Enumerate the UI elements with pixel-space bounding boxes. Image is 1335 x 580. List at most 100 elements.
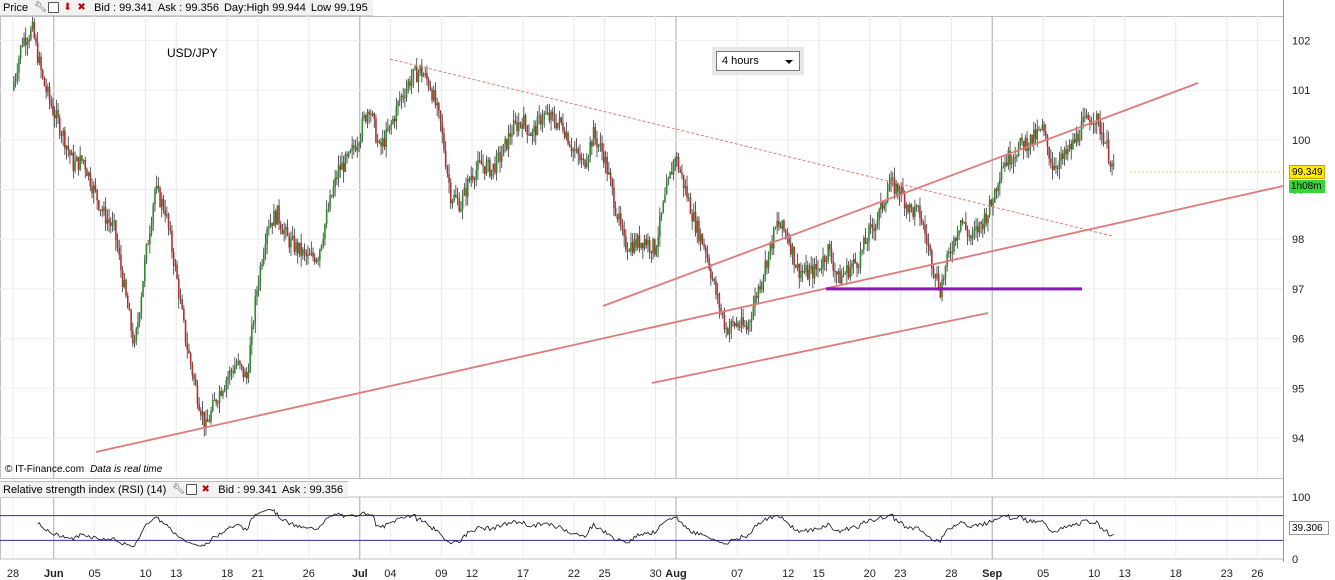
candle-body xyxy=(1048,147,1050,159)
candle-body xyxy=(410,79,413,87)
x-tick-label: 22 xyxy=(568,568,580,580)
window-icon[interactable] xyxy=(186,484,198,495)
candle-body xyxy=(898,191,901,195)
candle-body xyxy=(859,251,862,268)
candle-body xyxy=(460,208,462,212)
candle-body xyxy=(703,244,705,248)
window-icon[interactable] xyxy=(48,2,60,13)
candle-body xyxy=(310,252,313,255)
candle-body xyxy=(1012,157,1015,163)
candle-body xyxy=(553,115,556,124)
candle-body xyxy=(574,149,576,151)
wrench-icon[interactable]: 🔧︎ xyxy=(34,2,47,13)
candle-body xyxy=(988,199,991,216)
candle-body xyxy=(57,109,59,118)
bid-value: Bid : 99.341 xyxy=(94,1,153,14)
y-tick-label: 95 xyxy=(1292,383,1304,395)
candle-body xyxy=(630,242,632,252)
candle-body xyxy=(521,124,523,129)
timeframe-select[interactable]: 4 hours xyxy=(716,51,800,71)
candle-body xyxy=(791,246,794,255)
candle-body xyxy=(60,135,63,137)
panel-title: Price xyxy=(3,1,29,14)
candle-body xyxy=(329,195,331,210)
credit-line: © IT-Finance.com Data is real time xyxy=(5,464,162,475)
candle-body xyxy=(914,206,916,217)
candle-body xyxy=(220,391,223,396)
candle-body xyxy=(45,86,47,92)
candle-body xyxy=(519,122,522,125)
close-icon[interactable]: ✖︎ xyxy=(77,2,86,13)
x-tick-label: 10 xyxy=(1088,568,1100,580)
candle-body xyxy=(715,280,717,295)
candle-body xyxy=(999,179,1001,185)
download-icon[interactable]: ⬇︎ xyxy=(63,2,72,13)
candle-body xyxy=(75,157,78,161)
candle-body xyxy=(322,238,325,245)
candle-body xyxy=(1029,134,1032,147)
candle-body xyxy=(796,264,799,268)
candle-body xyxy=(434,90,437,106)
candle-body xyxy=(302,249,304,256)
candle-body xyxy=(584,159,586,168)
x-tick-label: 13 xyxy=(170,568,182,580)
candle-body xyxy=(837,270,840,275)
candle-body xyxy=(886,191,889,203)
trendline-august-low xyxy=(651,312,989,384)
trendline-dashed-resistance xyxy=(389,58,1113,237)
candle-body xyxy=(65,145,68,149)
candle-body xyxy=(473,179,476,181)
candle-body xyxy=(1000,168,1003,180)
candle-body xyxy=(121,270,124,287)
candle-body xyxy=(128,308,131,311)
candle-body xyxy=(143,259,146,282)
candle-body xyxy=(99,209,102,211)
candle-body xyxy=(653,239,656,255)
candle-body xyxy=(478,160,481,162)
candle-body xyxy=(755,296,758,298)
y-tick-label: 102 xyxy=(1292,35,1310,47)
wrench-icon[interactable]: 🔧︎ xyxy=(172,484,185,495)
candle-body xyxy=(354,147,357,151)
candle-body xyxy=(579,154,581,161)
candle-body xyxy=(681,172,683,175)
candle-body xyxy=(18,58,20,73)
candle-body xyxy=(740,317,743,328)
candle-body xyxy=(40,56,42,71)
candle-body xyxy=(565,132,568,138)
candle-body xyxy=(650,251,653,254)
x-tick-label: Aug xyxy=(665,568,686,580)
candle-body xyxy=(585,162,588,168)
candle-body xyxy=(880,201,882,210)
candle-body xyxy=(230,370,233,372)
candle-body xyxy=(599,143,602,146)
candle-body xyxy=(738,326,741,328)
candle-body xyxy=(987,215,989,224)
candle-body xyxy=(50,100,53,106)
close-icon[interactable]: ✖︎ xyxy=(201,484,210,495)
candle-body xyxy=(285,227,287,230)
candle-body xyxy=(223,388,226,392)
candle-body xyxy=(308,254,311,256)
candle-body xyxy=(150,222,153,234)
candle-body xyxy=(631,242,634,253)
candle-body xyxy=(908,204,911,213)
x-tick-label: 04 xyxy=(384,568,396,580)
candle-body xyxy=(970,235,972,239)
candle-body xyxy=(919,205,921,219)
candle-body xyxy=(562,122,564,131)
candle-body xyxy=(895,183,897,194)
candle-body xyxy=(106,219,109,224)
candle-body xyxy=(976,226,979,233)
candle-body xyxy=(86,169,88,177)
candle-body xyxy=(1022,141,1025,150)
candle-body xyxy=(405,88,408,98)
candle-body xyxy=(718,293,721,308)
candle-body xyxy=(177,278,180,299)
candle-body xyxy=(342,162,345,172)
day-low-value: Low 99.195 xyxy=(310,1,368,14)
candle-body xyxy=(26,42,29,46)
candle-body xyxy=(570,147,573,152)
candle-body xyxy=(839,270,841,284)
candle-body xyxy=(120,254,122,271)
